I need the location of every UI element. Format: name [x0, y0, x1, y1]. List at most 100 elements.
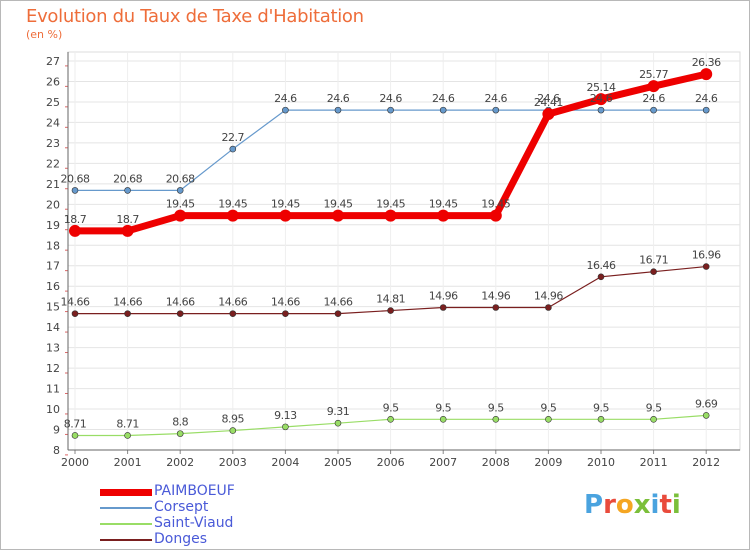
y-tick-label: 8 [53, 444, 60, 457]
data-label: 9.5 [593, 401, 609, 414]
data-point [69, 224, 81, 237]
x-tick-label: 2005 [324, 456, 352, 469]
data-point [492, 415, 500, 423]
data-point [229, 310, 237, 317]
data-label: 9.69 [695, 397, 718, 410]
data-point [702, 263, 710, 270]
x-tick-label: 2012 [692, 456, 720, 469]
y-tick-label: 15 [46, 301, 60, 314]
data-label: 14.66 [218, 296, 247, 309]
data-label: 19.45 [481, 198, 510, 211]
data-label: 14.81 [376, 293, 405, 306]
legend-label: Corsept [154, 499, 209, 515]
data-label: 9.5 [540, 401, 556, 414]
data-label: 14.66 [113, 296, 142, 309]
data-label: 25.14 [587, 81, 616, 94]
y-tick-label: 10 [46, 403, 60, 416]
data-point [439, 304, 447, 311]
y-tick-label: 22 [46, 157, 60, 170]
data-point [334, 419, 342, 427]
data-point [121, 224, 134, 237]
y-tick-label: 27 [46, 55, 60, 68]
data-label: 19.45 [218, 198, 247, 211]
data-label: 24.6 [485, 92, 508, 105]
data-point [334, 310, 342, 317]
data-label: 8.71 [64, 417, 87, 430]
data-label: 9.5 [488, 401, 504, 414]
plot-area [67, 51, 741, 451]
data-point [174, 209, 187, 222]
data-point [439, 415, 447, 423]
data-labels: 18.7 18.7 19.45 19.45 19.45 19.45 19.45 19.45 19… [61, 56, 722, 430]
data-point [597, 106, 605, 114]
data-point [176, 430, 184, 437]
data-label: 16.96 [692, 249, 721, 262]
legend-label: PAIMBOEUF [154, 483, 235, 499]
data-point [650, 268, 657, 275]
y-tick-label: 16 [46, 280, 60, 293]
y-tick-label: 11 [46, 383, 60, 396]
data-point [71, 187, 79, 194]
data-label: 19.45 [271, 198, 300, 211]
data-label: 24.6 [274, 92, 297, 105]
data-point [282, 423, 289, 431]
data-point [597, 273, 605, 281]
proxiti-logo: Proxiti [584, 490, 681, 520]
x-tick-label: 2002 [166, 456, 194, 469]
data-label: 14.66 [61, 296, 90, 309]
grid [67, 51, 741, 451]
data-label: 8.95 [222, 413, 245, 426]
data-point [439, 106, 447, 114]
data-label: 26.36 [692, 56, 721, 69]
data-label: 24.6 [590, 92, 613, 105]
data-label: 24.6 [537, 92, 560, 105]
data-label: 16.46 [587, 259, 616, 272]
legend-swatch [100, 488, 152, 496]
data-point [387, 415, 394, 423]
y-tick-label: 19 [46, 219, 60, 232]
data-point [650, 415, 657, 423]
y-tick-label: 18 [46, 239, 60, 252]
data-label: 9.5 [383, 401, 399, 414]
data-point [595, 93, 607, 106]
y-tick-label: 14 [46, 321, 60, 334]
data-label: 24.6 [695, 92, 718, 105]
y-tick-label: 24 [46, 116, 60, 129]
x-tick-label: 2007 [429, 456, 457, 469]
x-tick-label: 2000 [61, 456, 89, 469]
data-label: 19.45 [166, 198, 195, 211]
data-label: 18.7 [64, 213, 87, 226]
data-point [489, 209, 502, 222]
data-point [124, 310, 131, 317]
data-label: 8.71 [116, 417, 139, 430]
legend-swatch [100, 507, 152, 509]
data-label: 9.13 [274, 409, 297, 422]
data-point [229, 145, 237, 153]
data-point [702, 412, 710, 419]
y-tick-label: 25 [46, 96, 60, 109]
y-tick-label: 26 [46, 75, 60, 88]
data-point [545, 415, 552, 423]
legend-item-saint-viaud: Saint-Viaud [100, 515, 340, 533]
data-point [542, 108, 555, 121]
data-label: 24.41 [534, 96, 563, 109]
y-tick-label: 20 [46, 198, 60, 211]
x-tick-label: 2009 [534, 456, 562, 469]
data-point [176, 187, 184, 194]
y-tick-label: 9 [53, 424, 60, 437]
data-point [279, 209, 292, 222]
y-tick-label: 12 [46, 362, 60, 375]
data-label: 19.45 [429, 198, 458, 211]
data-point [176, 310, 184, 317]
legend-label: Saint-Viaud [154, 515, 234, 531]
data-point [384, 209, 397, 222]
y-tick-label: 23 [46, 137, 60, 150]
data-point [492, 106, 500, 114]
y-tick-label: 13 [46, 342, 60, 355]
x-tick-label: 2008 [482, 456, 510, 469]
x-tick-label: 2011 [640, 456, 668, 469]
data-point [332, 209, 344, 222]
x-tick-label: 2010 [587, 456, 615, 469]
data-point [492, 304, 500, 311]
data-label: 9.5 [435, 401, 451, 414]
